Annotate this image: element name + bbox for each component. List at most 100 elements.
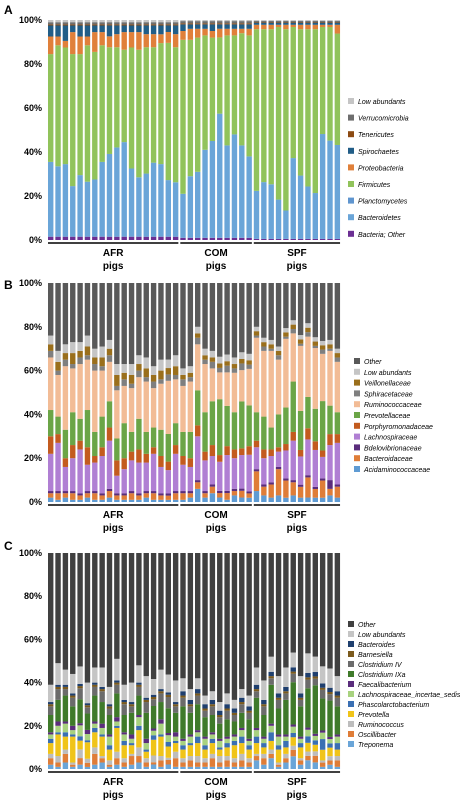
bar-segment <box>202 237 208 240</box>
bar-segment <box>77 749 83 759</box>
bar-segment <box>128 364 135 375</box>
bar-segment <box>48 704 54 707</box>
bar-segment <box>172 47 179 183</box>
legend-swatch <box>348 181 354 187</box>
bar-segment <box>209 484 216 487</box>
bar-segment <box>99 727 105 735</box>
bar-segment <box>172 553 179 681</box>
bar-segment <box>246 368 252 406</box>
bar-segment <box>114 493 120 496</box>
bar-segment <box>246 283 252 354</box>
bar-segment <box>136 762 142 769</box>
bar-segment <box>231 368 238 373</box>
bar-segment <box>172 366 179 375</box>
legend-label: Bacteroidaceae <box>364 456 413 463</box>
bar-segment <box>217 740 223 748</box>
bar-segment <box>143 702 149 713</box>
bar-segment <box>150 499 157 502</box>
bar-segment <box>158 456 164 467</box>
bar-segment <box>187 760 194 767</box>
bar-segment <box>150 22 157 25</box>
bar-segment <box>48 702 54 705</box>
bar-segment <box>246 719 252 739</box>
bar-segment <box>180 758 186 763</box>
bar-segment <box>334 553 341 677</box>
bar-segment <box>84 410 91 448</box>
bar-segment <box>195 283 201 327</box>
bar-segment <box>239 736 245 744</box>
bar-segment <box>253 691 260 698</box>
bar-segment <box>106 715 113 735</box>
bar-segment <box>312 345 318 349</box>
bar-segment <box>121 20 127 23</box>
bar-segment <box>150 706 157 729</box>
bar-segment <box>143 758 149 763</box>
bar-segment <box>334 24 341 34</box>
bar-segment <box>217 356 223 364</box>
bar-segment <box>77 449 83 494</box>
bar-segment <box>187 237 194 240</box>
bar-segment <box>84 762 91 767</box>
bar-segment <box>114 717 120 722</box>
bar-segment <box>239 145 245 238</box>
bar-segment <box>70 706 76 726</box>
bar-segment <box>195 730 201 733</box>
bar-segment <box>165 760 171 765</box>
bar-segment <box>150 679 157 695</box>
bar-segment <box>312 21 318 23</box>
bar-segment <box>92 456 98 463</box>
bar-segment <box>261 758 267 765</box>
bar-segment <box>70 445 76 459</box>
bar-segment <box>55 25 61 37</box>
bar-segment <box>202 717 208 737</box>
legend-swatch <box>354 433 360 440</box>
bar-segment <box>246 156 252 238</box>
bar-segment <box>165 697 171 709</box>
legend-swatch <box>348 671 354 677</box>
bar-segment <box>106 348 113 356</box>
bar-segment <box>231 740 238 746</box>
legend-label: Other <box>358 622 376 629</box>
bar-segment <box>172 445 179 454</box>
bar-segment <box>99 32 105 46</box>
bar-segment <box>106 491 113 498</box>
bar-segment <box>84 758 91 763</box>
bar-segment <box>217 20 223 22</box>
group-label: AFR <box>103 510 124 521</box>
bar-segment <box>70 236 76 240</box>
y-tick-label: 20% <box>24 453 42 463</box>
bar-segment <box>253 736 260 744</box>
bar-segment <box>334 497 341 502</box>
bar-segment <box>283 667 289 687</box>
bar-segment <box>239 490 245 498</box>
bar-segment <box>268 20 274 21</box>
bar-segment <box>275 346 282 351</box>
group-label-sub: pigs <box>103 523 124 534</box>
bar-segment <box>48 335 54 345</box>
bar-segment <box>202 736 208 739</box>
bar-segment <box>77 20 83 23</box>
bar-segment <box>290 283 296 321</box>
bar-segment <box>99 734 105 737</box>
bar-segment <box>246 353 252 361</box>
bar-segment <box>136 22 142 25</box>
bar-segment <box>231 734 238 737</box>
bar-segment <box>217 717 223 724</box>
bar-segment <box>158 25 164 35</box>
bar-segment <box>195 344 201 391</box>
bar-segment <box>180 749 186 759</box>
bar-segment <box>121 684 127 700</box>
bar-segment <box>261 29 267 183</box>
bar-segment <box>99 691 105 703</box>
bar-segment <box>334 691 341 696</box>
bar-segment <box>224 365 230 373</box>
bar-segment <box>261 22 267 25</box>
bar-segment <box>158 736 164 757</box>
bar-segment <box>62 721 69 724</box>
bar-segment <box>62 762 69 769</box>
bar-segment <box>217 553 223 703</box>
bar-segment <box>253 29 260 191</box>
bar-segment <box>99 357 105 367</box>
bar-segment <box>239 553 245 690</box>
bar-segment <box>319 666 326 684</box>
